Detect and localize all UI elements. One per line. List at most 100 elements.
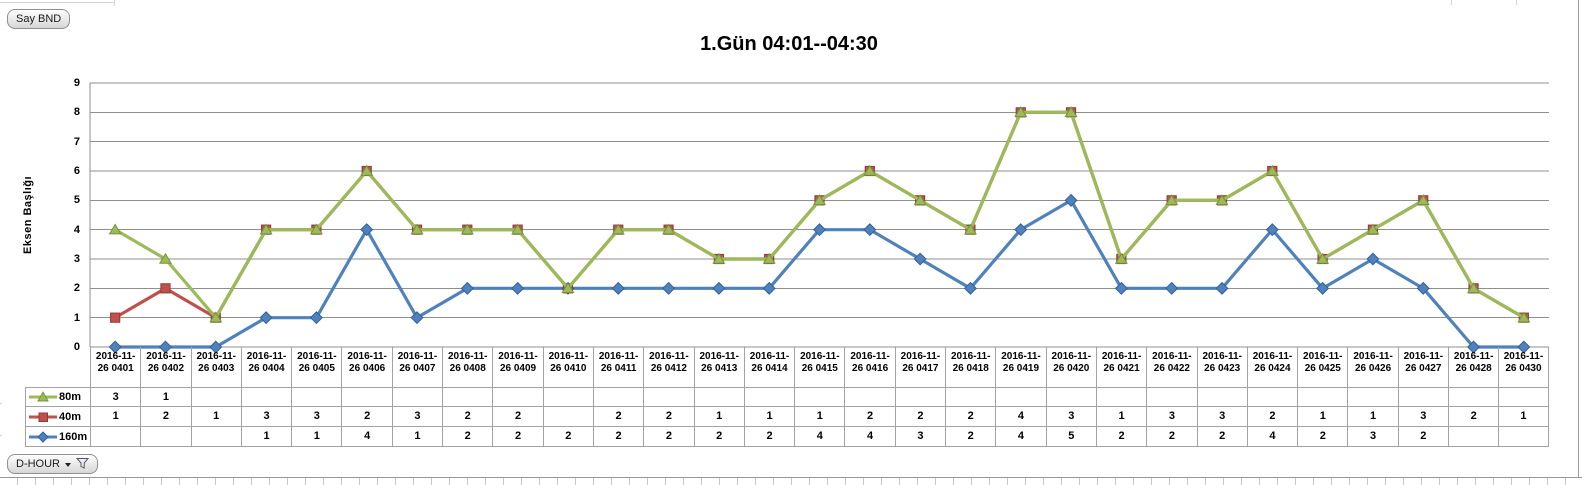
y-tick-label: 1 (73, 311, 80, 324)
data-table-cell (190, 427, 241, 447)
sheet-gridline-stub (114, 0, 115, 6)
d-hour-pivot-button[interactable]: D-HOUR (7, 454, 98, 474)
data-table-cell: 2 (743, 427, 795, 447)
x-axis-label: 2016-11- 26 0409 (492, 347, 542, 387)
triangle-marker-80m (762, 252, 776, 264)
triangle-marker-80m (1517, 311, 1531, 323)
sheet-gridline-stub (1451, 0, 1452, 5)
y-tick-label: 7 (73, 135, 80, 148)
data-table-cell: 2 (693, 427, 744, 447)
series-line-160m[interactable] (108, 193, 1531, 354)
x-axis-labels: 2016-11- 26 0401 2016-11- 26 0402 2016-11- 26… (90, 347, 1549, 387)
diamond-marker-160m (1165, 281, 1179, 295)
x-axis-label: 2016-11- 26 0421 (1095, 347, 1146, 387)
data-table-cell (90, 427, 141, 447)
diamond-marker-160m (762, 281, 776, 295)
data-table-cell (995, 387, 1046, 407)
legend-label: 80m (59, 391, 82, 403)
data-table-cell: 2 (1397, 427, 1449, 447)
diamond-marker-160m (812, 223, 827, 237)
say-bnd-pivot-button[interactable]: Say BND (7, 9, 71, 29)
x-axis-label: 2016-11- 26 0425 (1297, 347, 1347, 387)
data-table-cell: 2 (492, 427, 543, 447)
diamond-marker-160m (360, 223, 374, 237)
data-table-cell: 1 (140, 387, 191, 407)
data-table-cell: 2 (945, 407, 996, 427)
triangle-marker-80m (108, 223, 122, 235)
triangle-legend-marker-icon (29, 391, 57, 402)
triangle-marker-80m (1165, 194, 1179, 206)
x-axis-label: 2016-11- 26 0422 (1146, 347, 1196, 387)
data-table-cell: 2 (492, 407, 543, 427)
data-table-cell: 4 (995, 407, 1046, 427)
x-axis-label: 2016-11- 26 0405 (291, 347, 341, 387)
triangle-marker-80m (1467, 282, 1481, 294)
data-table-cell: 1 (291, 427, 342, 447)
triangle-marker-80m (360, 164, 374, 176)
data-table-cell: 2 (1297, 427, 1348, 447)
data-table-cell: 3 (391, 407, 443, 427)
triangle-marker-80m (1014, 106, 1028, 118)
data-table-cell: 4 (794, 427, 845, 447)
chart-border-bottom (0, 477, 1582, 478)
data-table-cell: 1 (240, 427, 292, 447)
x-axis-label: 2016-11- 26 0426 (1347, 347, 1397, 387)
triangle-marker-80m (460, 223, 474, 235)
data-table-cell: 1 (391, 427, 443, 447)
filter-funnel-icon (76, 458, 89, 469)
triangle-marker-80m (963, 223, 977, 235)
d-hour-label: D-HOUR (16, 457, 60, 470)
data-table-cell: 1 (794, 407, 845, 427)
diamond-legend-marker-icon (29, 430, 57, 443)
x-axis-label: 2016-11- 26 0418 (945, 347, 995, 387)
legend-key-160m: 160m (25, 427, 90, 447)
sheet-gridline-stub (0, 403, 2, 404)
y-tick-label: 4 (73, 223, 80, 236)
diamond-marker-160m (712, 281, 726, 295)
triangle-marker-80m (813, 194, 826, 206)
diamond-marker-160m (158, 340, 172, 354)
diamond-marker-160m (1265, 223, 1279, 237)
x-axis-label: 2016-11- 26 0411 (592, 347, 643, 387)
data-table-cell: 4 (341, 427, 392, 447)
data-table-cell: 2 (894, 407, 946, 427)
data-table-cell (1498, 427, 1549, 447)
data-table-cell: 3 (90, 387, 141, 407)
data-table-cell (1448, 387, 1499, 407)
data-table-cell (1498, 387, 1549, 407)
data-table-cell: 2 (442, 427, 493, 447)
series-line-40m[interactable] (110, 107, 1529, 323)
data-table-cell: 4 (1246, 427, 1298, 447)
data-table-cell (743, 387, 795, 407)
y-tick-label: 5 (73, 194, 80, 207)
data-table-cell: 2 (643, 407, 694, 427)
data-table-cell (190, 387, 241, 407)
legend-label: 40m (59, 410, 82, 423)
data-table-cell (844, 387, 895, 407)
data-table-cell: 5 (1045, 427, 1096, 447)
data-table-cell: 2 (1196, 427, 1247, 447)
data-table-cell (391, 387, 443, 407)
data-table-cell (442, 387, 493, 407)
series-line-80m[interactable] (108, 106, 1531, 323)
triangle-marker-80m (662, 223, 676, 235)
triangle-marker-80m (913, 194, 927, 206)
triangle-marker-80m (863, 164, 877, 176)
data-table-cell (542, 407, 593, 427)
triangle-marker-80m (712, 252, 726, 264)
triangle-marker-80m (309, 223, 323, 235)
x-axis-label: 2016-11- 26 0403 (190, 347, 241, 387)
square-marker-40m (160, 283, 171, 294)
data-table-cell: 2 (341, 407, 392, 427)
data-table-cell: 2 (643, 427, 694, 447)
diamond-marker-160m (611, 281, 625, 295)
triangle-marker-80m (410, 223, 424, 235)
x-axis-label: 2016-11- 26 0414 (743, 347, 794, 387)
triangle-marker-80m (1316, 252, 1330, 264)
data-table-cell (1095, 387, 1147, 407)
x-axis-label: 2016-11- 26 0419 (995, 347, 1045, 387)
data-table-cell: 1 (1498, 407, 1549, 427)
data-table-cell (1297, 387, 1348, 407)
diamond-marker-160m (309, 311, 323, 325)
diamond-marker-160m (1467, 340, 1481, 354)
